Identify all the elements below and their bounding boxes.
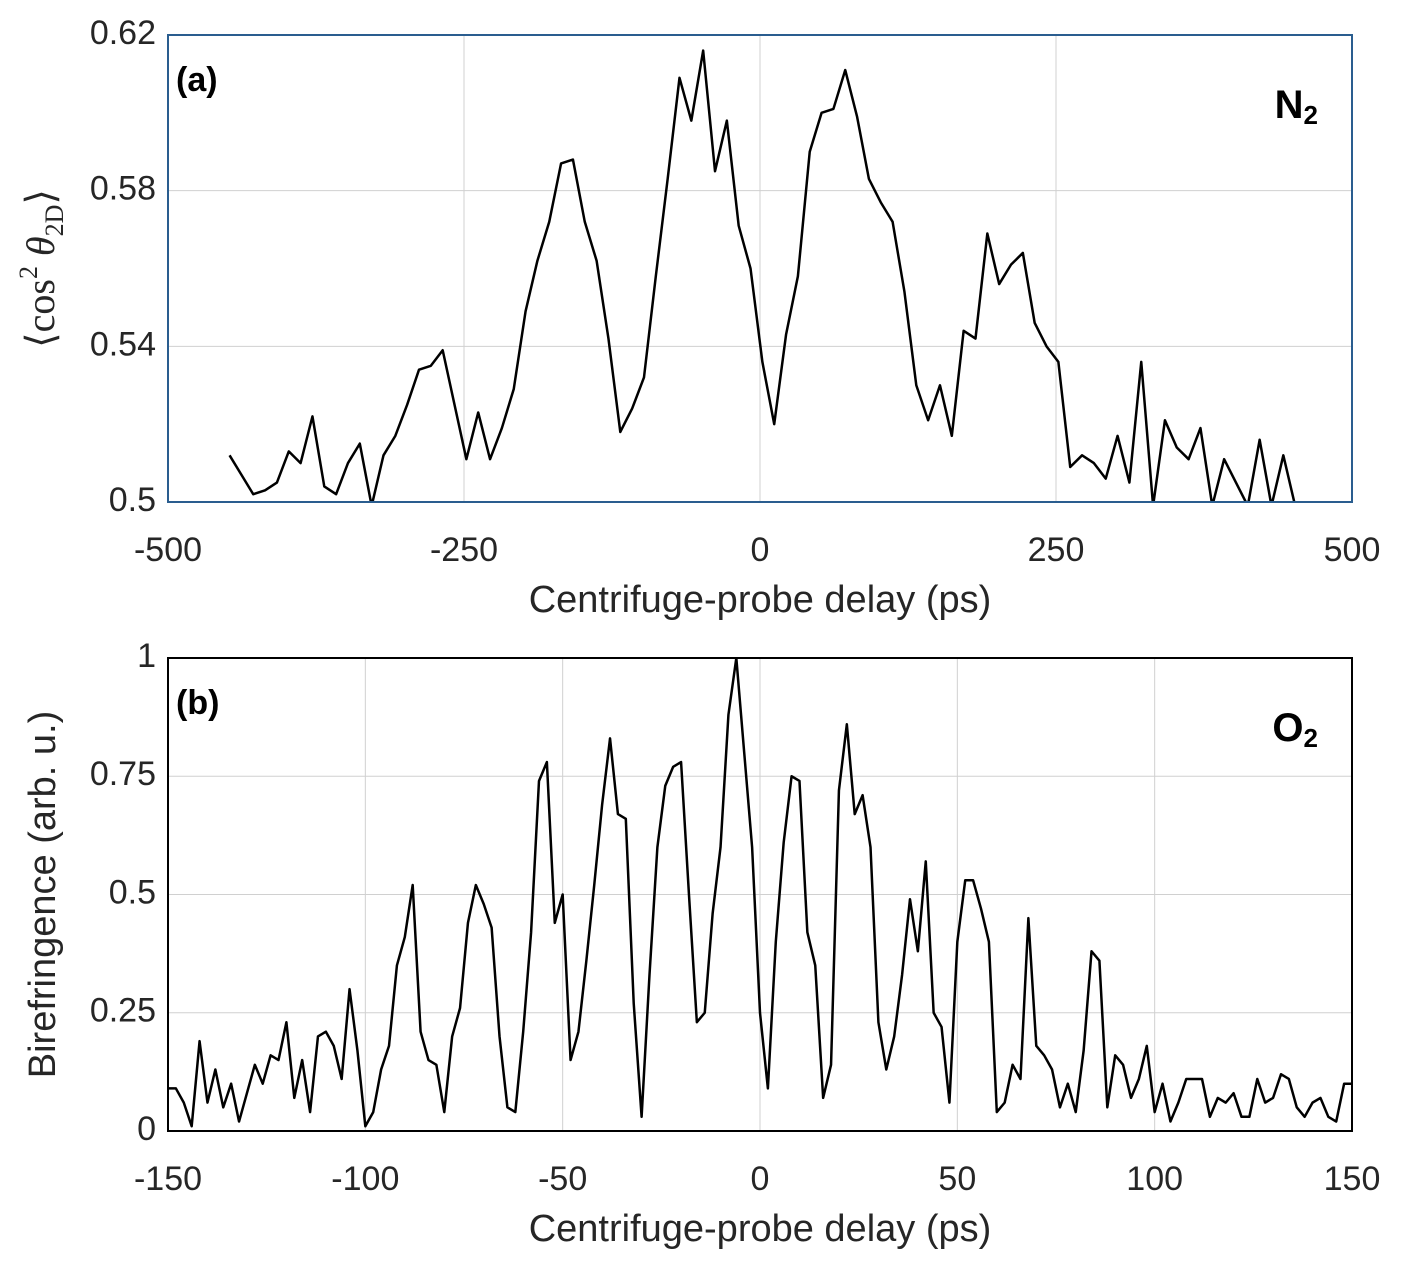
- data-line: [168, 658, 1352, 1128]
- data-line: [228, 49, 1296, 502]
- y-tick-label: 0.58: [90, 170, 156, 208]
- y-axis-label-part: ⟨cos: [18, 279, 63, 348]
- annotation-part: 2: [1304, 100, 1318, 130]
- annotation-part: O: [1272, 706, 1303, 750]
- y-tick-label: 0.5: [109, 873, 156, 911]
- annotation: N2: [1275, 83, 1318, 130]
- x-tick-label: -250: [430, 531, 498, 569]
- annotation-part: N: [1275, 83, 1304, 127]
- x-tick-label: -150: [134, 1160, 202, 1198]
- x-tick-label: 0: [751, 1160, 770, 1198]
- x-tick-label: 0: [751, 531, 770, 569]
- x-tick-label: 500: [1324, 531, 1381, 569]
- x-tick-label: -100: [331, 1160, 399, 1198]
- y-tick-label: 1: [137, 637, 156, 675]
- x-tick-label: 100: [1126, 1160, 1183, 1198]
- x-axis-label: Centrifuge-probe delay (ps): [529, 579, 992, 621]
- annotation: O2: [1272, 706, 1318, 753]
- y-tick-label: 0.54: [90, 325, 156, 363]
- x-tick-label: 250: [1028, 531, 1085, 569]
- y-tick-label: 0.25: [90, 992, 156, 1030]
- y-tick-label: 0: [137, 1110, 156, 1148]
- y-axis-label-part: ⟩: [18, 189, 63, 205]
- x-axis-label: Centrifuge-probe delay (ps): [529, 1208, 992, 1250]
- x-tick-label: -50: [538, 1160, 587, 1198]
- panel-label: (b): [176, 684, 219, 722]
- axes-box: [167, 34, 1353, 503]
- x-tick-label: 150: [1324, 1160, 1381, 1198]
- y-axis-label-part: 2: [14, 266, 43, 279]
- y-axis-label-part: 2D: [40, 205, 69, 237]
- y-tick-label: 0.5: [109, 481, 156, 519]
- y-axis-label: Birefringence (arb. u.): [22, 711, 64, 1079]
- x-tick-label: -500: [134, 531, 202, 569]
- x-tick-label: 50: [938, 1160, 976, 1198]
- axes-box: [167, 657, 1353, 1132]
- annotation-part: 2: [1304, 723, 1318, 753]
- y-axis-label: ⟨cos2 θ2D⟩: [14, 189, 69, 348]
- panel-label: (a): [176, 61, 218, 99]
- y-tick-label: 0.75: [90, 755, 156, 793]
- y-axis-label-part: θ: [18, 236, 63, 266]
- y-tick-label: 0.62: [90, 14, 156, 52]
